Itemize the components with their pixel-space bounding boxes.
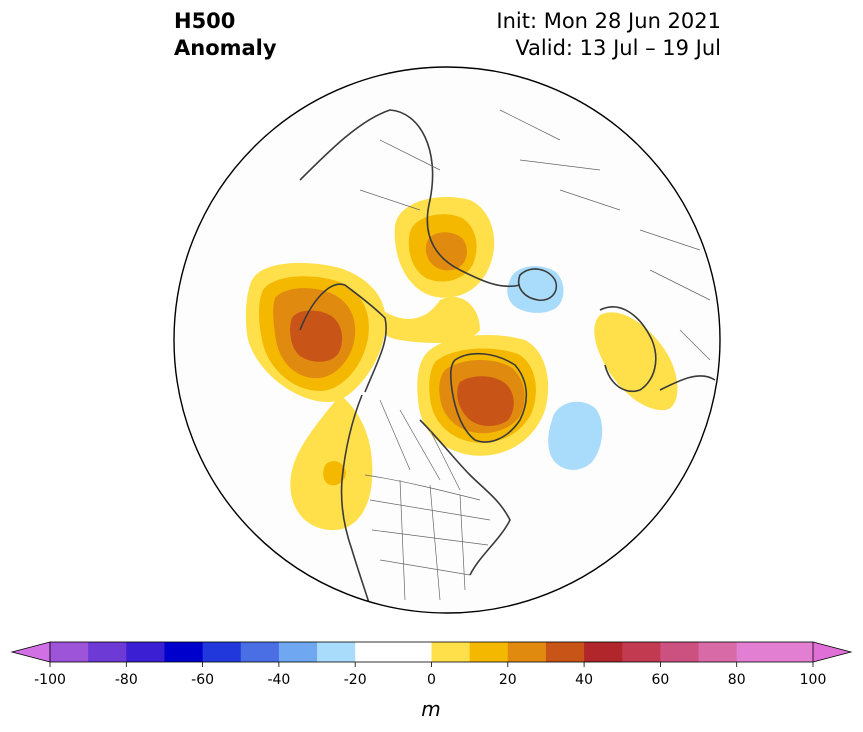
colorbar-segment <box>431 642 471 662</box>
anomaly-contour-arctic-10 <box>370 296 480 343</box>
colorbar-segment <box>164 642 204 662</box>
border-europe <box>639 229 711 361</box>
colorbar-segment <box>774 642 814 662</box>
anomaly-contour-westna-20 <box>323 461 346 486</box>
coast-europe <box>659 375 716 391</box>
colorbar-tick-label: -60 <box>191 672 214 688</box>
colorbar-ticks: -100 -80 -60 -40 -20 0 20 40 60 80 100 <box>34 662 826 688</box>
colorbar-under-arrow <box>10 641 51 663</box>
colorbar-tick-label: 60 <box>651 672 669 688</box>
coast-arctic-islands <box>518 268 557 302</box>
colorbar-segment <box>545 642 585 662</box>
colorbar-tick-label: 20 <box>499 672 517 688</box>
colorbar-tick-label: -20 <box>344 672 367 688</box>
colorbar-segment <box>88 642 127 662</box>
anomaly-contour-atlantic-neg10 <box>548 401 603 470</box>
colorbar: -100 -80 -60 -40 -20 0 20 40 60 80 100 m <box>10 641 853 721</box>
border-canada-provinces <box>379 399 461 491</box>
colorbar-segment <box>469 642 509 662</box>
coast-hudson-bay <box>419 419 511 576</box>
map-outline <box>173 66 721 614</box>
coast-north-america-west <box>340 394 373 613</box>
border-asia <box>359 109 621 211</box>
colorbar-segment <box>317 642 356 662</box>
colorbar-tick-label: 100 <box>800 672 827 688</box>
colorbar-segment <box>660 642 700 662</box>
anomaly-contour-barents-neg10 <box>507 266 564 313</box>
colorbar-segment <box>393 642 432 662</box>
colorbar-segment <box>50 642 89 662</box>
colorbar-segment <box>584 642 623 662</box>
colorbar-segment <box>355 642 394 662</box>
anomaly-contour-greenland-40 <box>457 376 514 426</box>
colorbar-segment <box>507 642 547 662</box>
anomaly-contour-europe-10 <box>594 312 678 411</box>
polar-map <box>173 66 721 614</box>
title-line-1: H500 <box>174 9 236 33</box>
borders <box>359 109 711 601</box>
colorbar-segments <box>10 641 853 663</box>
coastlines <box>299 109 716 613</box>
colorbar-segment <box>126 642 165 662</box>
colorbar-over-arrow <box>812 641 853 663</box>
colorbar-segment <box>202 642 242 662</box>
coast-siberia <box>299 109 521 288</box>
anomaly-contour-siberia-30 <box>425 232 467 271</box>
border-us-canada <box>364 474 481 501</box>
colorbar-unit: m <box>421 697 440 721</box>
title-line-2: Anomaly <box>174 36 277 60</box>
colorbar-segment <box>698 642 738 662</box>
colorbar-tick-label: 40 <box>575 672 593 688</box>
init-date: Init: Mon 28 Jun 2021 <box>496 9 721 33</box>
border-us-states <box>369 479 491 601</box>
colorbar-tick-label: -40 <box>267 672 290 688</box>
colorbar-segment <box>622 642 661 662</box>
colorbar-segment <box>736 642 776 662</box>
colorbar-segment <box>278 642 318 662</box>
coast-scandinavia <box>599 306 657 392</box>
colorbar-segment <box>240 642 280 662</box>
map-title: H500 Anomaly <box>174 8 277 62</box>
colorbar-tick-label: 80 <box>728 672 746 688</box>
coast-greenland <box>449 352 528 443</box>
forecast-dates: Init: Mon 28 Jun 2021 Valid: 13 Jul – 19… <box>496 8 721 62</box>
colorbar-tick-label: 0 <box>427 672 436 688</box>
coast-alaska <box>299 283 387 393</box>
colorbar-tick-label: -100 <box>34 672 66 688</box>
colorbar-tick-label: -80 <box>115 672 138 688</box>
valid-range: Valid: 13 Jul – 19 Jul <box>515 36 721 60</box>
